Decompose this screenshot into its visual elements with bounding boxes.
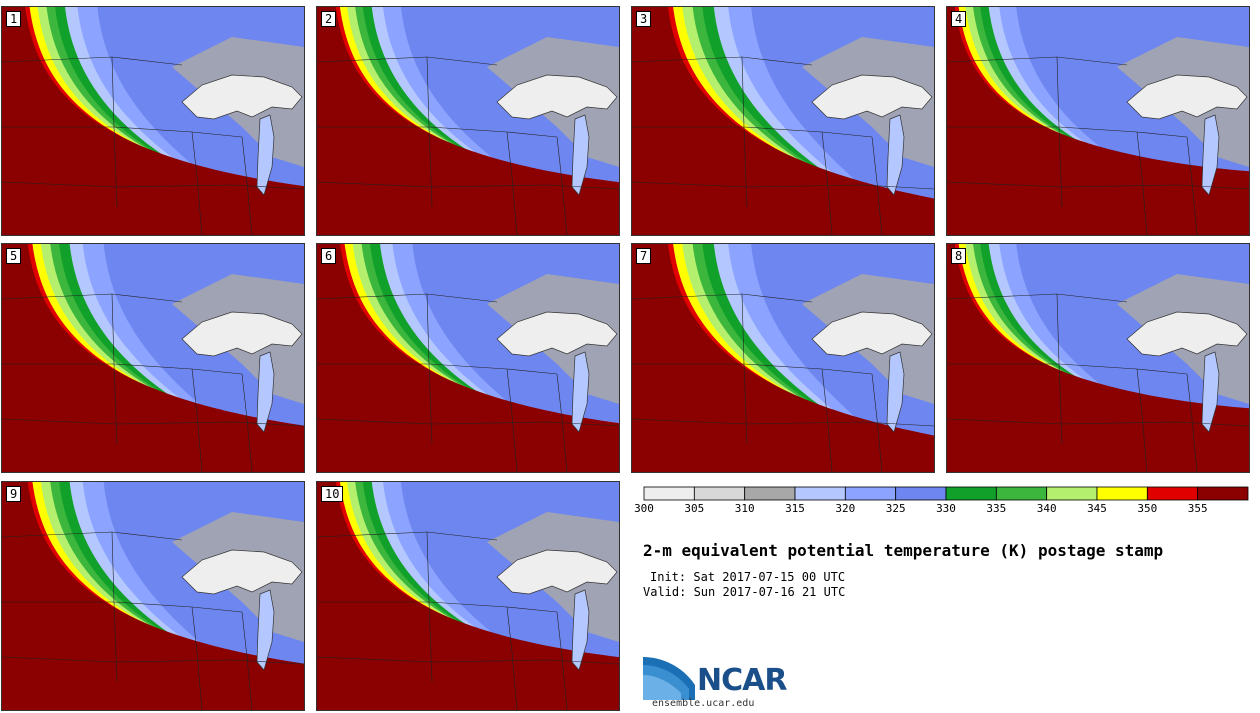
ensemble-member-panel-2: 2 — [316, 6, 620, 236]
colorbar-swatch — [1096, 486, 1148, 501]
colorbar-tick-label: 325 — [885, 502, 906, 515]
theta-e-map — [317, 7, 619, 235]
member-number: 5 — [6, 248, 22, 264]
ncar-logo-text: NCAR — [697, 663, 787, 698]
theta-e-map — [947, 244, 1249, 472]
ensemble-member-panel-7: 7 — [631, 243, 935, 473]
colorbar-swatch — [1197, 486, 1249, 501]
colorbar-tick-label: 340 — [1036, 502, 1057, 515]
colorbar-tick-label: 330 — [936, 502, 956, 515]
colorbar-swatch — [844, 486, 897, 501]
colorbar-tick-label: 355 — [1187, 502, 1208, 515]
ncar-logo-icon — [643, 657, 695, 700]
colorbar-tick-label: 335 — [986, 502, 1007, 515]
ensemble-member-panel-10: 10 — [316, 481, 620, 711]
member-number: 7 — [636, 248, 652, 264]
colorbar-swatch — [945, 486, 997, 501]
ensemble-member-panel-6: 6 — [316, 243, 620, 473]
theta-e-map — [2, 482, 304, 710]
colorbar — [643, 486, 1249, 501]
theta-e-map — [317, 244, 619, 472]
member-number: 1 — [6, 11, 22, 27]
ensemble-member-panel-3: 3 — [631, 6, 935, 236]
member-number: 6 — [321, 248, 337, 264]
theta-e-map — [632, 244, 934, 472]
valid-time: Valid: Sun 2017-07-16 21 UTC — [643, 585, 846, 599]
colorbar-swatch — [995, 486, 1048, 501]
ensemble-member-panel-1: 1 — [1, 6, 305, 236]
colorbar-tick-label: 300 — [634, 502, 654, 515]
theta-e-map — [2, 244, 304, 472]
colorbar-tick-label: 320 — [835, 502, 856, 515]
colorbar-tick-label: 345 — [1087, 502, 1107, 515]
colorbar-tick-label: 350 — [1137, 502, 1158, 515]
colorbar-labels: 300 305 310 315 320 325 330 335 340 345 350 355 — [634, 502, 1260, 518]
colorbar-swatch — [794, 486, 846, 501]
colorbar-swatch — [895, 486, 947, 501]
theta-e-map — [947, 7, 1249, 235]
ensemble-member-panel-5: 5 — [1, 243, 305, 473]
theta-e-map — [317, 482, 619, 710]
ensemble-member-panel-9: 9 — [1, 481, 305, 711]
ensemble-member-panel-4: 4 — [946, 6, 1250, 236]
member-number: 10 — [321, 486, 344, 502]
theta-e-map — [632, 7, 934, 235]
plot-title: 2-m equivalent potential temperature (K)… — [643, 541, 1164, 560]
init-time: Init: Sat 2017-07-15 00 UTC — [650, 570, 846, 584]
colorbar-tick-label: 310 — [734, 502, 755, 515]
member-number: 9 — [6, 486, 22, 502]
site-url: ensemble.ucar.edu — [652, 698, 755, 709]
colorbar-swatch — [1046, 486, 1098, 501]
colorbar-tick-label: 305 — [684, 502, 705, 515]
theta-e-map — [2, 7, 304, 235]
member-number: 8 — [951, 248, 967, 264]
member-number: 2 — [321, 11, 337, 27]
colorbar-swatch — [643, 486, 695, 501]
ensemble-member-panel-8: 8 — [946, 243, 1250, 473]
colorbar-tick-label: 315 — [785, 502, 805, 515]
member-number: 3 — [636, 11, 652, 27]
member-number: 4 — [951, 11, 967, 27]
colorbar-swatch — [1146, 486, 1199, 501]
colorbar-swatch — [693, 486, 746, 501]
colorbar-swatch — [744, 486, 796, 501]
